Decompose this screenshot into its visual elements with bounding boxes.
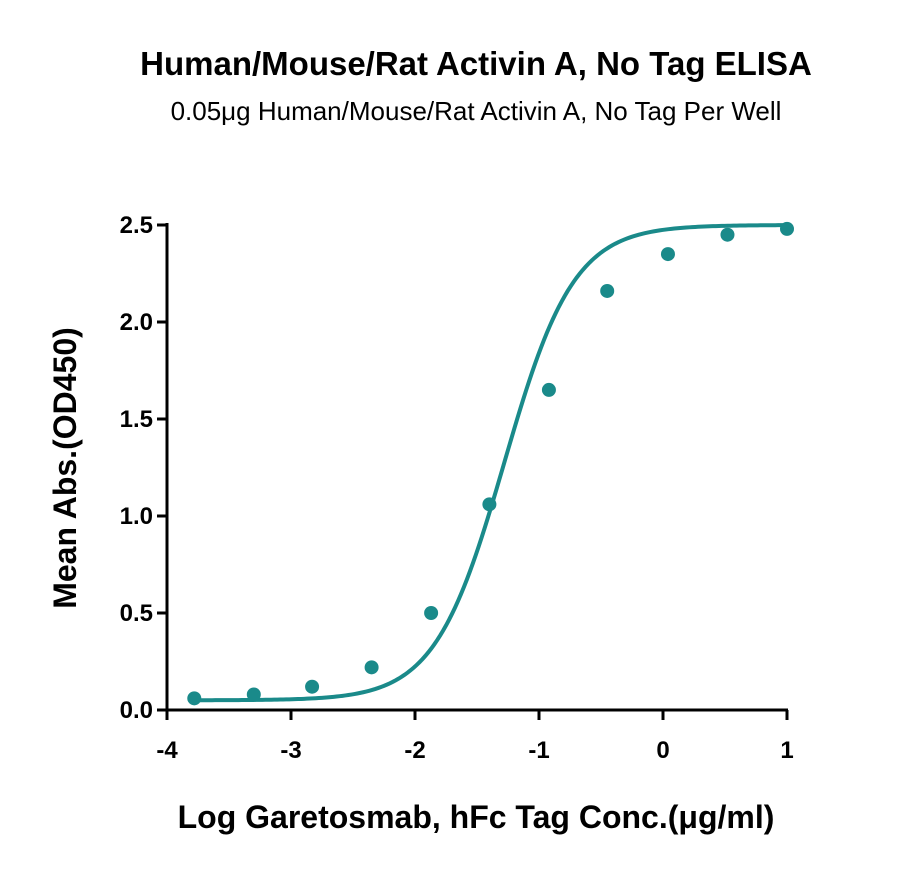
x-tick-label: 0 <box>656 737 669 764</box>
data-point <box>424 606 439 620</box>
x-tick-label: -3 <box>280 737 301 764</box>
data-point <box>720 227 735 242</box>
y-tick-label: 0.0 <box>120 697 153 724</box>
data-point <box>541 382 556 397</box>
y-tick-label: 1.5 <box>120 406 153 433</box>
x-tick-label: -2 <box>404 737 425 764</box>
chart-subtitle: 0.05μg Human/Mouse/Rat Activin A, No Tag… <box>171 96 782 126</box>
x-tick-label: -4 <box>156 737 178 764</box>
x-axis-title: Log Garetosmab, hFc Tag Conc.(μg/ml) <box>178 799 775 835</box>
data-point <box>187 691 202 706</box>
axis-lines <box>165 223 788 712</box>
y-tick-label: 2.5 <box>120 212 153 239</box>
data-point <box>305 679 320 694</box>
series-line <box>192 223 789 703</box>
y-tick-label: 0.5 <box>120 600 153 627</box>
x-tick-label: -1 <box>528 737 549 764</box>
y-tick-label: 2.0 <box>120 309 153 336</box>
chart-title: Human/Mouse/Rat Activin A, No Tag ELISA <box>140 45 812 82</box>
plot-area: 0.0 0.5 1.0 1.5 2.0 2.5 -4 -3 -2 -1 0 1 <box>120 212 794 764</box>
x-tick-label: 1 <box>780 737 793 764</box>
data-point <box>780 221 794 236</box>
y-tick-label: 1.0 <box>120 503 153 530</box>
data-point <box>482 497 497 512</box>
data-point <box>246 687 261 702</box>
y-axis-title: Mean Abs.(OD450) <box>47 327 83 609</box>
data-point <box>660 247 675 262</box>
data-point <box>600 283 615 298</box>
data-point <box>364 660 379 675</box>
